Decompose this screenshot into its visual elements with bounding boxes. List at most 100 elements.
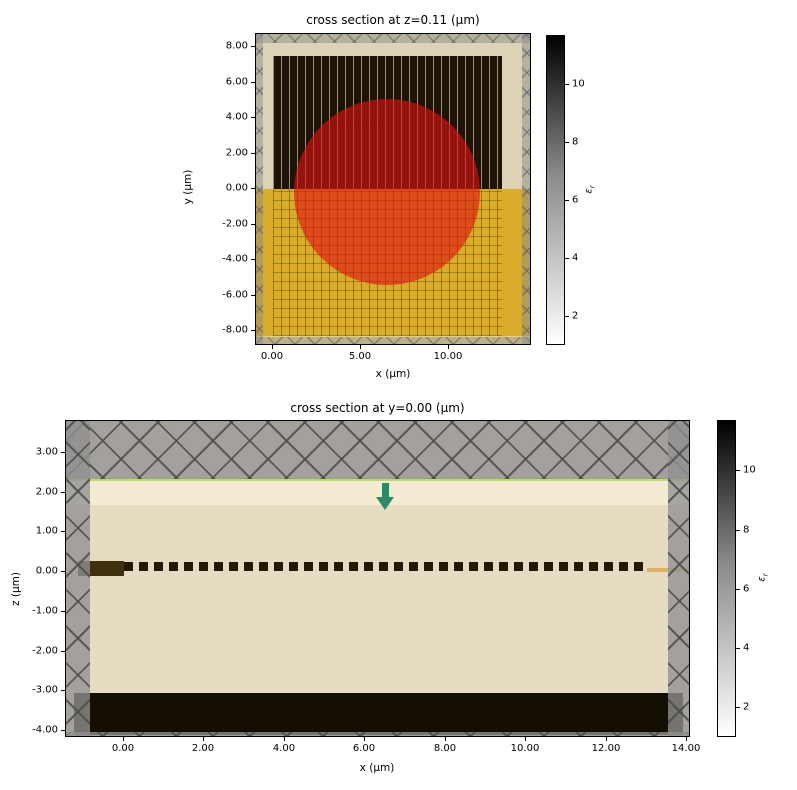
grating-teeth-row	[124, 562, 647, 571]
tick-mark	[360, 345, 361, 349]
x-tick-label: 6.00	[352, 743, 376, 754]
monitor-line	[66, 478, 689, 481]
top-plot-title: cross section at z=0.11 (μm)	[306, 13, 480, 27]
x-tick-label: 0.00	[111, 743, 135, 754]
tick-mark	[251, 330, 255, 331]
tick-mark	[251, 82, 255, 83]
bottom-colorbar	[717, 420, 736, 737]
pml-top	[66, 421, 689, 479]
tick-mark	[736, 648, 740, 649]
tick-mark	[525, 737, 526, 741]
pml-bottom	[256, 337, 530, 344]
y-tick-label: 8.00	[225, 40, 248, 52]
top-plot-ylabel: y (μm)	[182, 169, 194, 205]
tick-mark	[736, 470, 740, 471]
z-tick-label: -1.00	[32, 605, 58, 617]
tick-mark	[445, 737, 446, 741]
tick-mark	[736, 707, 740, 708]
y-tick-label: -2.00	[222, 218, 248, 230]
epsilon-subscript: r	[588, 185, 597, 189]
tick-mark	[61, 611, 65, 612]
tick-mark	[251, 224, 255, 225]
colorbar-tick-label: 10	[743, 464, 756, 476]
pml-left	[66, 421, 90, 736]
tick-mark	[565, 142, 569, 143]
tick-mark	[606, 737, 607, 741]
tick-mark	[565, 200, 569, 201]
tick-mark	[272, 345, 273, 349]
pml-right	[522, 34, 530, 344]
colorbar-tick-label: 4	[743, 642, 750, 654]
tick-mark	[364, 737, 365, 741]
z-tick-label: -3.00	[32, 684, 58, 696]
colorbar-tick-label: 2	[572, 310, 579, 322]
colorbar-tick-label: 8	[572, 136, 579, 148]
y-tick-label: 6.00	[225, 76, 248, 88]
tick-mark	[565, 258, 569, 259]
top-plot-area	[255, 33, 531, 345]
z-tick-label: -4.00	[32, 724, 58, 736]
x-tick-label: 12.00	[591, 743, 621, 754]
tick-mark	[565, 316, 569, 317]
x-tick-label: 10.00	[510, 743, 540, 754]
z-tick-label: 2.00	[35, 486, 58, 498]
top-plot-xlabel: x (μm)	[375, 368, 411, 380]
colorbar-tick-label: 8	[743, 524, 750, 536]
y-tick-label: -4.00	[222, 253, 248, 265]
y-tick-label: 4.00	[225, 111, 248, 123]
tick-mark	[251, 259, 255, 260]
tick-mark	[686, 737, 687, 741]
y-tick-label: -8.00	[222, 324, 248, 336]
colorbar-tick-label: 10	[572, 78, 585, 90]
tick-mark	[61, 651, 65, 652]
tick-mark	[565, 84, 569, 85]
epsilon-subscript: r	[761, 573, 770, 577]
x-tick-label: 0.00	[260, 351, 284, 362]
tick-mark	[123, 737, 124, 741]
x-tick-label: 5.00	[348, 351, 372, 362]
tick-mark	[61, 452, 65, 453]
bottom-plot-xlabel: x (μm)	[359, 762, 395, 774]
tick-mark	[251, 46, 255, 47]
colorbar-tick-label: 6	[572, 194, 579, 206]
x-tick-label: 2.00	[191, 743, 215, 754]
x-tick-label: 8.00	[433, 743, 457, 754]
pml-left	[256, 34, 263, 344]
source-arrow-stem	[382, 483, 389, 499]
source-arrow-head	[376, 497, 394, 510]
epsilon-symbol: ε	[756, 576, 768, 582]
x-tick-label: 10.00	[433, 351, 463, 362]
tick-mark	[284, 737, 285, 741]
red-circle-structure	[294, 99, 480, 285]
pml-bottom	[66, 732, 689, 736]
tick-mark	[251, 295, 255, 296]
tick-mark	[61, 730, 65, 731]
x-tick-label: 4.00	[272, 743, 296, 754]
z-tick-label: 0.00	[35, 565, 58, 577]
tick-mark	[251, 188, 255, 189]
y-tick-label: -6.00	[222, 289, 248, 301]
y-tick-label: 2.00	[225, 147, 248, 159]
tick-mark	[61, 571, 65, 572]
z-tick-label: -2.00	[32, 645, 58, 657]
bottom-absorber-layer	[74, 693, 683, 735]
z-tick-label: 1.00	[35, 525, 58, 537]
epsilon-symbol: ε	[583, 188, 595, 194]
tick-mark	[736, 530, 740, 531]
tick-mark	[61, 690, 65, 691]
z-tick-label: 3.00	[35, 446, 58, 458]
bottom-plot-title: cross section at y=0.00 (μm)	[290, 401, 465, 415]
bottom-plot-area	[65, 420, 690, 737]
tick-mark	[61, 531, 65, 532]
tick-mark	[203, 737, 204, 741]
bottom-colorbar-label: εr	[757, 563, 770, 593]
top-colorbar	[546, 35, 565, 345]
colorbar-tick-label: 4	[572, 252, 579, 264]
tick-mark	[61, 492, 65, 493]
tick-mark	[251, 153, 255, 154]
x-tick-label: 14.00	[671, 743, 701, 754]
pml-right	[668, 421, 689, 736]
tick-mark	[251, 117, 255, 118]
pml-top	[256, 34, 530, 43]
